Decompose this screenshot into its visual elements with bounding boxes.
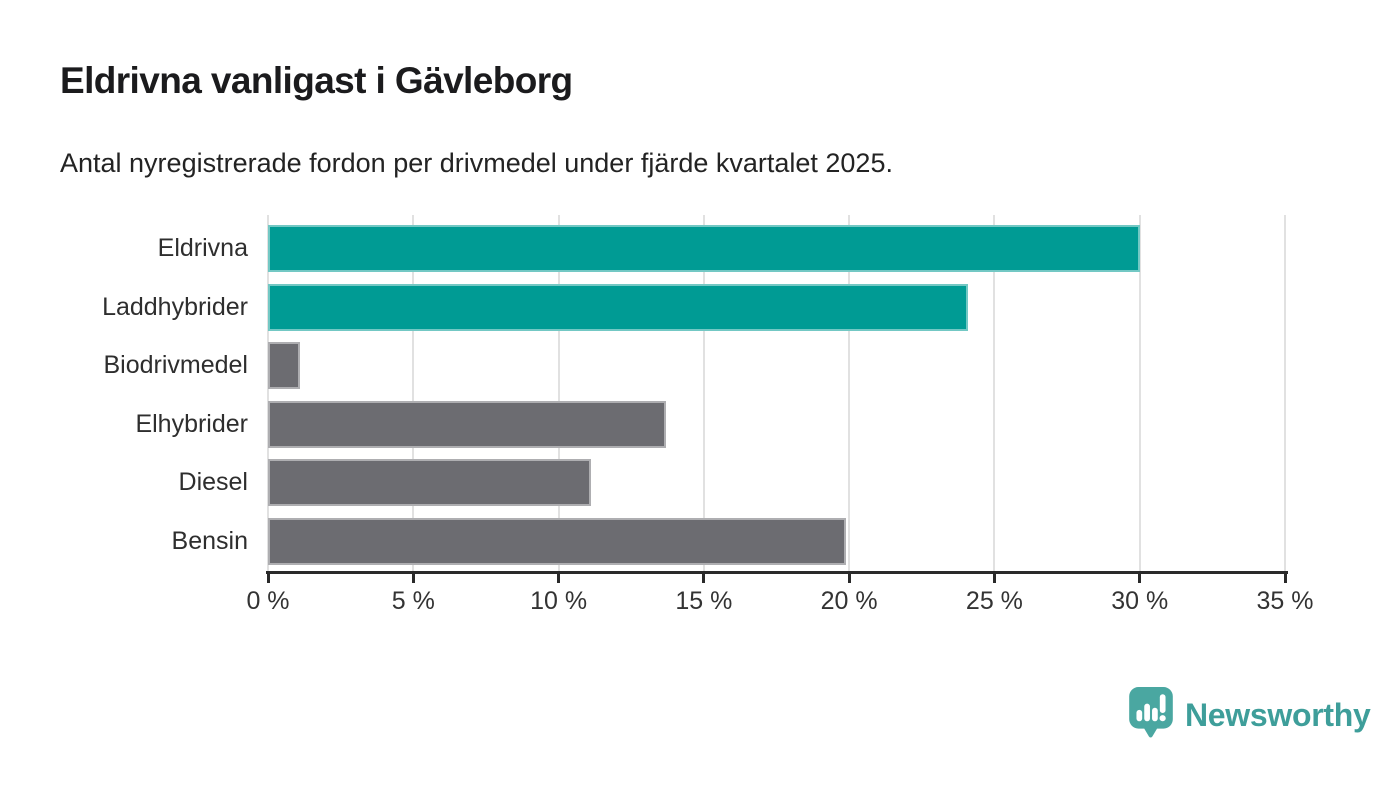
bar-eldrivna: [268, 225, 1140, 272]
plot-area: Eldrivna Laddhybrider Biodrivmedel Elhybrid…: [102, 215, 1313, 615]
axis-tick-label: 20 %: [820, 587, 878, 615]
bar-row: Biodrivmedel: [103, 342, 1285, 390]
axis-tick-label: 30 %: [1111, 587, 1169, 615]
gridline: [848, 215, 851, 572]
bar-biodrivmedel: [268, 342, 300, 390]
axis-tick: [266, 574, 270, 583]
bar-row: Eldrivna: [158, 225, 1285, 272]
gridline: [993, 215, 996, 572]
bar-elhybrider: [268, 400, 667, 448]
axis-tick: [557, 574, 561, 583]
axis-tick: [1138, 574, 1142, 583]
bar-row: Laddhybrider: [102, 283, 1285, 331]
category-label: Bensin: [171, 527, 248, 555]
gridline: [267, 215, 269, 572]
category-label: Diesel: [178, 468, 248, 497]
axis-tick-label: 5 %: [391, 587, 435, 615]
axis-tick: [702, 574, 706, 583]
axis-tick-label: 35 %: [1256, 587, 1314, 615]
axis-tick-label: 0 %: [246, 587, 290, 615]
bar-row: Bensin: [172, 518, 1285, 565]
axis-tick: [1283, 574, 1287, 583]
bar-row: Elhybrider: [135, 400, 1285, 448]
bar-diesel: [268, 459, 591, 507]
newsworthy-logo-icon: [1128, 686, 1174, 745]
axis-tick: [847, 574, 851, 583]
bar-laddhybrider: [268, 283, 969, 331]
bar-row: Diesel: [179, 459, 1285, 507]
gridline: [1284, 215, 1286, 572]
category-label: Eldrivna: [157, 234, 248, 262]
x-axis-line: [266, 571, 1288, 574]
gridline: [1138, 215, 1141, 572]
category-label: Elhybrider: [135, 409, 248, 438]
category-label: Laddhybrider: [102, 292, 248, 321]
axis-tick-label: 25 %: [965, 587, 1023, 615]
axis-tick-label: 10 %: [530, 587, 588, 615]
chart-title: Eldrivna vanligast i Gävleborg: [60, 60, 573, 101]
brand-footer: Newsworthy: [1128, 686, 1371, 745]
bar-bensin: [268, 518, 847, 565]
axis-tick: [992, 574, 996, 583]
gridline: [557, 215, 560, 572]
gridline: [412, 215, 415, 572]
category-label: Biodrivmedel: [103, 351, 248, 380]
chart-subtitle: Antal nyregistrerade fordon per drivmede…: [60, 148, 893, 178]
brand-name: Newsworthy: [1185, 697, 1371, 733]
axis-tick-label: 15 %: [675, 587, 733, 615]
axis-tick: [411, 574, 415, 583]
gridline: [702, 215, 705, 572]
